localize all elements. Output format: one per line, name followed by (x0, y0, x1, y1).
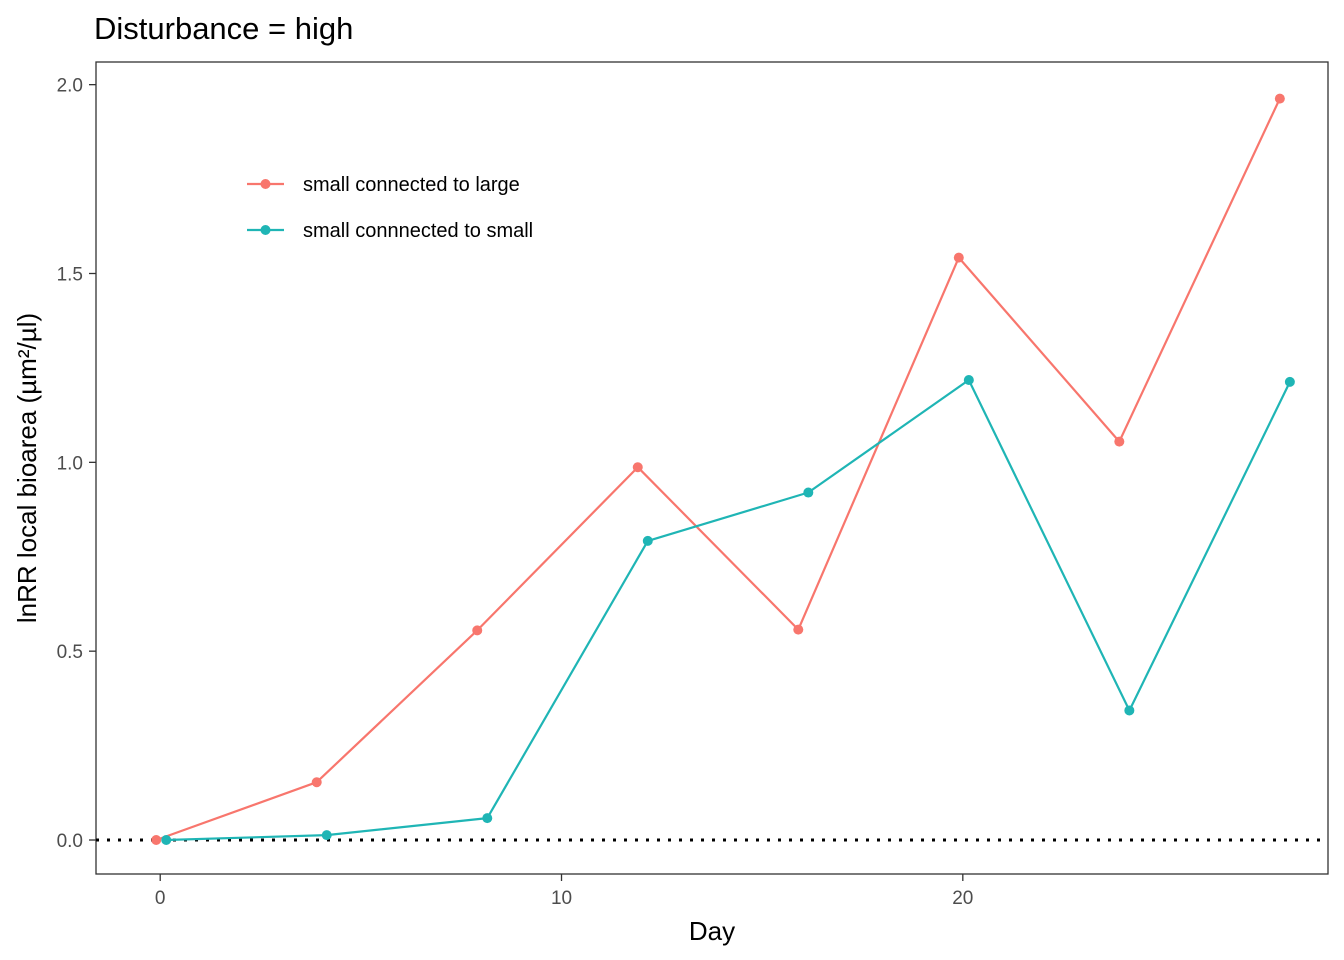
data-point (963, 375, 974, 386)
x-tick-label: 20 (952, 888, 973, 909)
data-point (1284, 376, 1295, 387)
legend-item-1: small connnected to small (247, 220, 533, 242)
data-point (632, 462, 643, 473)
y-tick-label: 1.5 (57, 264, 83, 285)
y-tick-label: 0.0 (57, 831, 83, 852)
data-point (1114, 436, 1125, 447)
legend-item-0: small connected to large (247, 174, 520, 196)
data-point (151, 835, 162, 846)
data-point (472, 625, 483, 636)
y-axis-title: lnRR local bioarea (µm²/µl) (12, 313, 42, 623)
y-tick-label: 1.0 (57, 453, 83, 474)
x-axis-title: Day (689, 916, 735, 946)
series-layer (151, 93, 1295, 846)
x-tick-label: 10 (551, 888, 572, 909)
x-axis: 0 10 20 (155, 874, 973, 909)
data-point (803, 487, 814, 498)
legend: small connected to large small connnecte… (247, 174, 533, 242)
data-point (793, 624, 804, 635)
chart-title: Disturbance = high (94, 11, 353, 46)
series-line (155, 98, 1281, 842)
y-axis: 0.0 0.5 1.0 1.5 2.0 (57, 76, 96, 852)
y-tick-label: 0.5 (57, 642, 83, 663)
x-tick-label: 0 (155, 888, 166, 909)
data-point (321, 830, 332, 841)
legend-label: small connected to large (303, 174, 520, 196)
data-point (311, 777, 322, 788)
data-point (1274, 93, 1285, 104)
data-point (1124, 705, 1135, 716)
legend-key-point (260, 179, 271, 189)
legend-label: small connnected to small (303, 220, 533, 242)
plot-panel (95, 61, 1329, 875)
data-point (482, 813, 493, 824)
series-0 (151, 93, 1285, 846)
data-point (161, 835, 172, 846)
data-point (953, 252, 964, 263)
data-point (642, 535, 653, 546)
y-tick-label: 2.0 (57, 76, 83, 97)
series-line (166, 378, 1291, 842)
legend-key-point (260, 225, 271, 235)
series-1 (161, 375, 1295, 846)
